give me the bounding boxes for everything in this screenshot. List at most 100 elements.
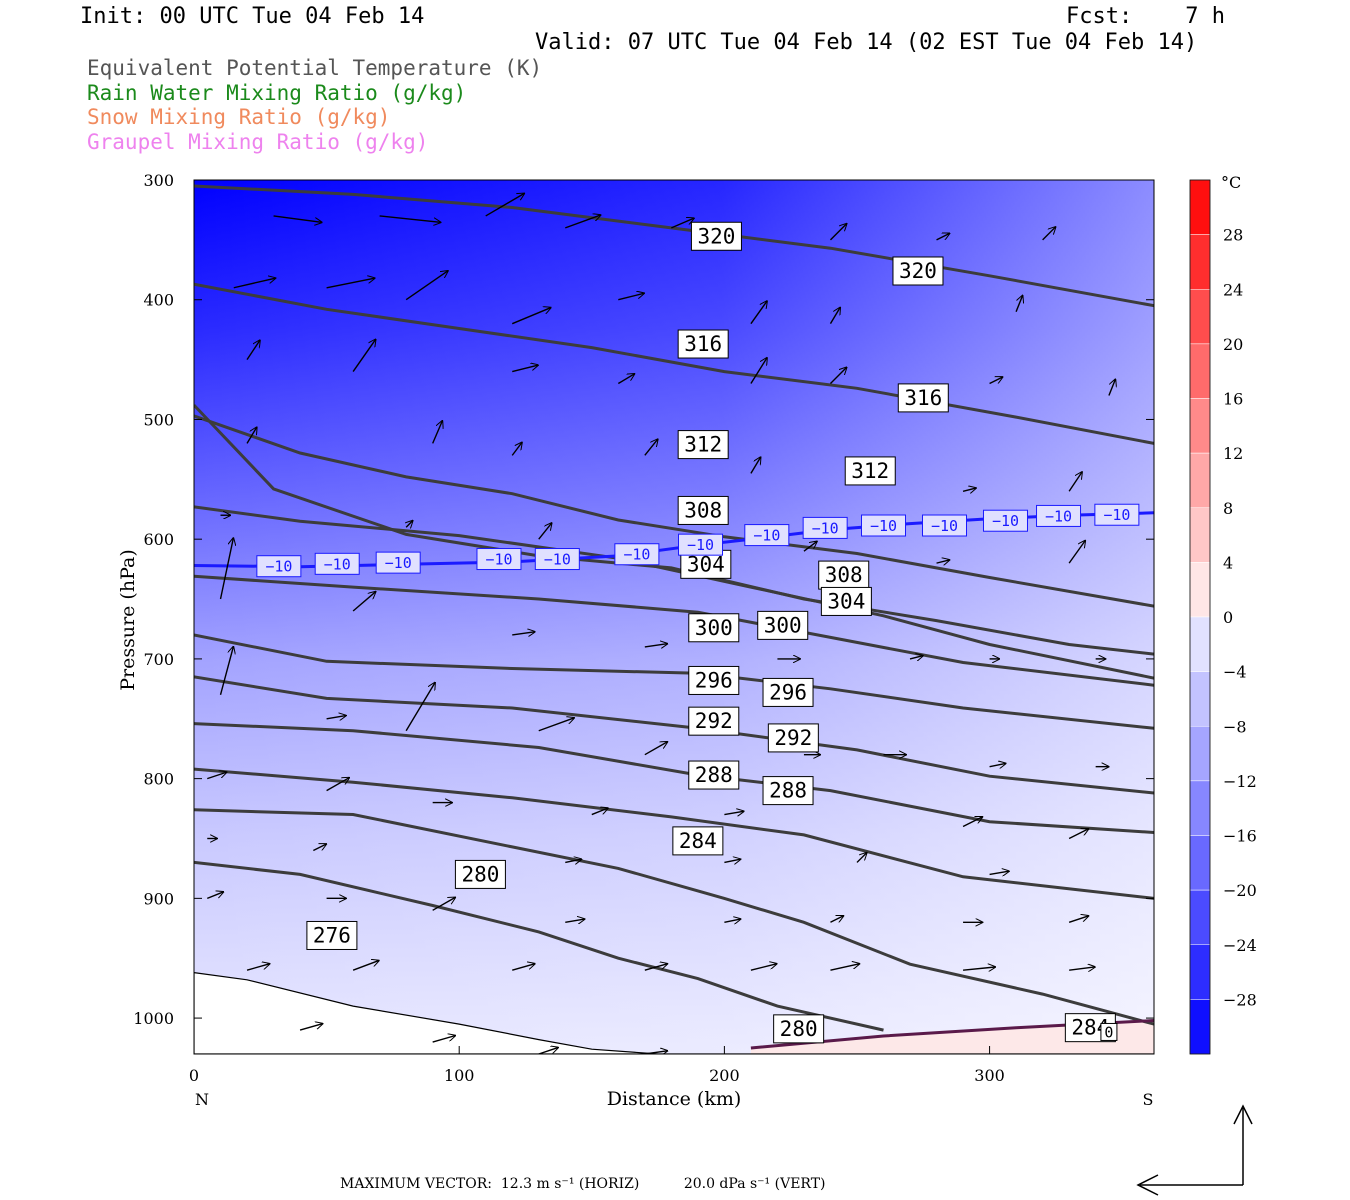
wind-vector <box>750 457 761 474</box>
theta-e-label-box <box>844 456 896 486</box>
colorbar-band <box>1189 507 1211 563</box>
theta-e-label-box <box>454 859 506 889</box>
y-tick-label: 500 <box>143 410 174 429</box>
colorbar-band <box>1189 452 1211 508</box>
isotherm-label-box <box>802 516 848 539</box>
wind-vector <box>1068 829 1088 840</box>
theta-e-label: 316 <box>904 386 942 410</box>
colorbar-band <box>1189 616 1211 672</box>
colorbar-tick-label: 0 <box>1223 608 1233 627</box>
colorbar-tick-label: 4 <box>1223 553 1233 572</box>
theta-e-label-box <box>767 723 819 753</box>
colorbar-tick-label: −8 <box>1223 717 1247 736</box>
colorbar-band <box>1189 999 1211 1055</box>
isotherm-label: −10 <box>385 554 412 572</box>
colorbar-band <box>1189 289 1211 345</box>
theta-e-label-box <box>762 677 814 707</box>
wind-vector <box>273 215 322 222</box>
y-tick-label: 900 <box>143 889 174 908</box>
isotherm-label-box <box>678 533 724 556</box>
wind-vector <box>406 521 412 527</box>
theta-e-label-box <box>818 560 870 590</box>
wind-vector <box>326 716 346 719</box>
wind-vector <box>644 644 667 647</box>
x-tick-label: 200 <box>709 1066 740 1085</box>
wind-vector <box>829 308 840 325</box>
legend-rain: Rain Water Mixing Ratio (g/kg) <box>87 81 467 105</box>
isotherm-label: −10 <box>265 558 292 576</box>
isotherm-label: −10 <box>870 517 897 535</box>
theta-e-label: 280 <box>461 862 499 886</box>
wind-vector <box>617 374 634 385</box>
wind-vector <box>591 808 608 816</box>
theta-e-label-box <box>820 586 872 616</box>
plot-frame <box>193 179 1155 1055</box>
wind-vector <box>830 964 859 971</box>
wind-vector <box>989 377 1003 385</box>
theta-e-label: 296 <box>769 680 807 704</box>
wind-vector <box>538 523 552 540</box>
wind-vector <box>512 632 534 635</box>
theta-e-label-box <box>688 706 740 736</box>
wind-vector <box>565 215 600 229</box>
theta-e-contour-316 <box>194 282 1154 445</box>
wind-vector <box>326 278 375 289</box>
theta-e-label: 320 <box>697 224 735 248</box>
max-vector-footer: MAXIMUM VECTOR: 12.3 m s⁻¹ (HORIZ) 20.0 … <box>340 1176 826 1192</box>
terrain-surface <box>194 971 1154 1054</box>
wind-vector <box>206 892 223 900</box>
colorbar-tick-label: 24 <box>1223 280 1243 299</box>
theta-e-label: 312 <box>684 433 722 457</box>
wind-vector <box>1069 967 1095 970</box>
wind-vector <box>246 340 260 360</box>
wind-vector <box>352 592 375 612</box>
wind-vector <box>432 1036 455 1043</box>
theta-e-contour-308 <box>194 404 1154 656</box>
colorbar-band <box>1189 671 1211 727</box>
isotherm-label: −10 <box>992 512 1019 530</box>
theta-e-contour-300 <box>194 574 1154 687</box>
wind-vector <box>432 898 455 911</box>
isotherm-label: −10 <box>812 519 839 537</box>
isotherm-label-box <box>861 514 907 537</box>
legend-graupel: Graupel Mixing Ratio (g/kg) <box>87 130 429 154</box>
wind-vector <box>724 859 740 862</box>
wind-vector <box>1068 916 1088 923</box>
isotherm-label-box <box>1094 503 1140 526</box>
wind-vector <box>485 194 524 217</box>
theta-e-label: 308 <box>684 498 722 522</box>
colorbar-tick-label: 16 <box>1223 390 1243 409</box>
colorbar-tick-label: −4 <box>1223 663 1247 682</box>
wind-vector <box>936 233 950 241</box>
max-horiz-vector: 12.3 m s⁻¹ (HORIZ) <box>500 1176 640 1192</box>
colorbar-tick-label: −28 <box>1223 990 1257 1009</box>
wind-vectors <box>206 194 1118 1054</box>
theta-e-label: 316 <box>684 332 722 356</box>
y-tick-label: 600 <box>143 530 174 549</box>
theta-e-label: 288 <box>695 763 733 787</box>
wind-vector <box>352 961 379 971</box>
isotherm-label: −10 <box>544 551 571 569</box>
y-tick-label: 400 <box>143 291 174 310</box>
wind-vector <box>644 964 667 971</box>
temperature-shading-gradient <box>194 180 1154 1054</box>
colorbar-band <box>1189 234 1211 290</box>
wind-vector <box>233 278 276 289</box>
wind-vector <box>989 763 1006 766</box>
theta-e-label-box <box>672 826 724 856</box>
isotherm-label-box <box>375 551 421 574</box>
wind-vector <box>962 967 995 970</box>
wind-vector <box>538 1048 558 1054</box>
theta-e-label: 304 <box>827 589 865 613</box>
wind-vector <box>856 853 867 863</box>
wind-vector <box>1068 472 1082 492</box>
colorbar-tick-label: −16 <box>1223 827 1257 846</box>
y-tick-label: 1000 <box>133 1009 174 1028</box>
wind-vector <box>326 778 349 792</box>
wind-vector <box>750 358 767 384</box>
colorbar-band <box>1189 343 1211 399</box>
theta-e-label-box <box>688 665 740 695</box>
theta-e-label-box <box>757 610 809 640</box>
isotherm-label-box <box>256 555 302 578</box>
